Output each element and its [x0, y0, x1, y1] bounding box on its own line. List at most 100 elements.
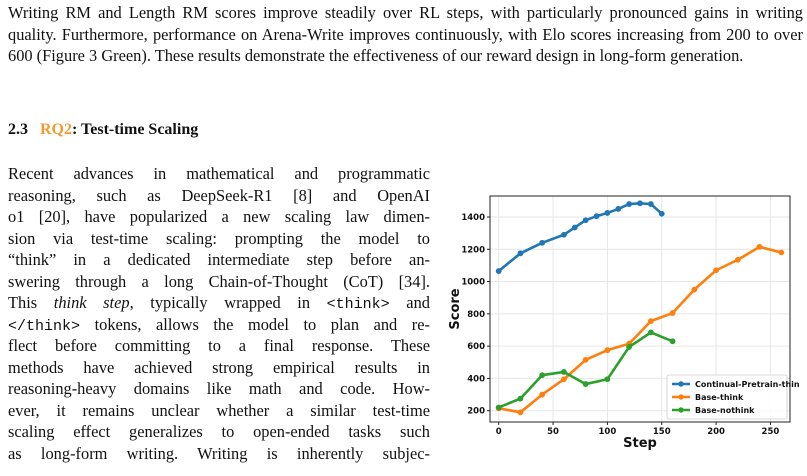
series-line	[497, 201, 663, 273]
intro-line: gains in writing quality. Furthermore, p…	[8, 3, 803, 44]
data-point	[637, 200, 643, 207]
code-think-close: </think>	[8, 317, 81, 335]
legend-box	[666, 374, 788, 420]
data-point	[582, 217, 589, 224]
body-paragraph: Recent advances in mathematical and prog…	[8, 163, 430, 464]
data-point	[604, 210, 611, 216]
data-point	[495, 268, 502, 274]
legend-entry: Base-think	[672, 393, 744, 402]
data-point	[517, 409, 524, 416]
data-point	[713, 267, 719, 274]
data-point	[615, 206, 622, 212]
data-point	[561, 376, 567, 383]
data-point	[669, 310, 676, 316]
body-line: </think> tokens, allows the model to pla…	[8, 314, 430, 336]
y-tick-label: 1200	[461, 245, 485, 255]
x-axis-label: Step	[623, 436, 657, 451]
legend-label: Continual-Pretrain-think	[695, 380, 800, 389]
data-point	[539, 239, 546, 246]
y-tick-label: 1400	[461, 213, 485, 223]
body-line: scaling effect generalizes to open-ended…	[8, 422, 430, 441]
data-point	[495, 404, 502, 411]
body-line: Recent advances in mathematical and prog…	[8, 164, 430, 183]
y-tick-label: 200	[467, 407, 485, 417]
body-line: as long-form writing. Writing is inheren…	[8, 443, 430, 463]
body-line: sion via test-time scaling: prompting th…	[8, 228, 430, 248]
code-think-open: <think>	[326, 296, 390, 313]
legend-swatch-marker	[678, 407, 684, 413]
data-point	[604, 347, 611, 354]
series-line	[498, 245, 782, 414]
x-tick-label: 100	[599, 427, 617, 437]
legend-swatch-marker	[678, 394, 684, 400]
body-line: This think step, typically wrapped in <t…	[8, 292, 430, 314]
section-number: 2.3	[8, 121, 28, 138]
legend: Continual-Pretrain-think Base-think Base-n…	[666, 374, 800, 420]
data-point	[593, 213, 600, 220]
data-point	[582, 356, 589, 363]
score-vs-step-chart: 0 50 100 150 200 250 200 400 600 800 1000 1200 1400 …	[440, 190, 800, 456]
data-point	[778, 249, 785, 256]
data-point	[669, 338, 676, 345]
y-tick-label: 800	[467, 310, 485, 320]
data-point	[517, 395, 524, 402]
section-ref-link[interactable]: RQ2	[40, 121, 72, 138]
text-run: This	[8, 293, 54, 312]
body-line: swering through a long Chain-of-Thought …	[8, 271, 430, 291]
body-line: reasoning, such as DeepSeek-R1 [8] and O…	[8, 185, 430, 205]
data-point	[647, 329, 654, 336]
x-tick-label: 200	[707, 427, 725, 437]
data-point	[539, 372, 546, 379]
x-tick-label: 250	[762, 427, 780, 437]
body-line: ever, it remains unclear whether a simil…	[8, 400, 430, 420]
chart-svg: 0 50 100 150 200 250200400600800100012001400 …	[448, 195, 800, 451]
x-tick-label: 150	[653, 427, 671, 437]
data-point	[539, 391, 546, 398]
section-title: : Test-time Scaling	[72, 121, 199, 138]
body-line: “think” in a dedicated intermediate step…	[8, 250, 430, 269]
y-tick-label: 600	[467, 342, 485, 352]
intro-line: scores increasing from 200 to over 600 (…	[8, 24, 803, 66]
data-point	[647, 318, 654, 325]
text-run: and	[389, 293, 430, 312]
ticks-layer: 0 50 100 150 200 250 200 400 600 800 1000 1200 1400	[461, 213, 779, 437]
data-point	[647, 201, 654, 207]
data-point	[626, 344, 633, 350]
data-point	[582, 381, 589, 387]
series-layer	[495, 200, 785, 416]
y-axis-label: Score	[448, 288, 463, 329]
data-point	[517, 250, 524, 257]
data-point	[691, 286, 698, 293]
series-continual-pretrain-think	[495, 200, 665, 274]
text-run: , typically wrapped in	[129, 293, 327, 312]
legend-swatch-marker	[678, 381, 684, 387]
legend-entry: Base-nothink	[672, 406, 755, 415]
plot-frame	[489, 195, 791, 423]
intro-line: Writing RM and Length RM scores improve …	[8, 3, 687, 22]
data-point	[561, 369, 567, 375]
body-line: flect before committing to a final respo…	[8, 336, 430, 355]
text-run: tokens, allows the model to plan and re-	[80, 314, 430, 334]
intro-line: of our reward design in long-form genera…	[442, 46, 744, 65]
data-point	[658, 210, 665, 217]
y-tick-label: 400	[467, 374, 485, 384]
y-tick-label: 1000	[461, 278, 485, 288]
body-line: reasoning-heavy domains like math and co…	[8, 379, 430, 398]
series-line	[498, 331, 674, 409]
data-point	[571, 224, 578, 231]
legend-entry: Continual-Pretrain-think	[672, 380, 800, 389]
intro-paragraph: Writing RM and Length RM scores improve …	[8, 2, 803, 67]
body-line: o1 [20], have popularized a new scaling …	[8, 207, 430, 226]
data-point	[604, 376, 611, 383]
series-base-nothink	[495, 329, 676, 411]
legend-label: Base-think	[695, 393, 744, 402]
data-point	[756, 243, 763, 250]
body-line: methods have achieved strong empirical r…	[8, 357, 430, 377]
x-tick-label: 50	[547, 427, 559, 437]
data-point	[734, 256, 741, 263]
x-tick-label: 0	[496, 427, 502, 437]
emphasis-think-step: think step	[53, 293, 130, 312]
legend-label: Base-nothink	[695, 406, 755, 415]
section-heading: 2.3 RQ2: Test-time Scaling	[8, 121, 198, 139]
data-point	[561, 231, 567, 238]
